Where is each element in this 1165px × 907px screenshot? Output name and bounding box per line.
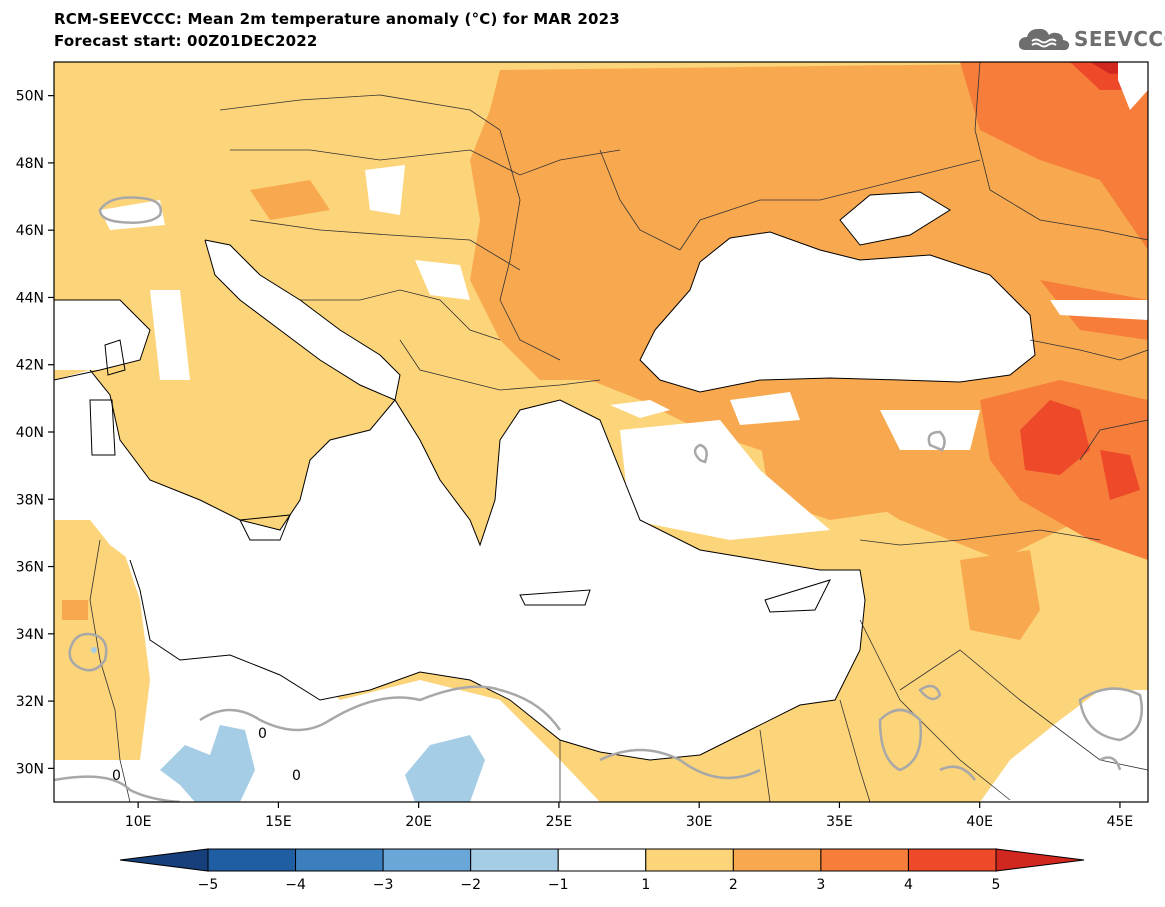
colorbar-segment <box>732 848 822 872</box>
lat-tick-label: 34N <box>16 627 44 643</box>
axis-ticks: 10E 15E 20E 25E 30E 35E 40E 45E 30N 32N 34N 36N 38N 4… <box>16 89 1134 830</box>
sea-mask <box>54 62 1148 760</box>
lon-tick-label: 15E <box>265 814 292 830</box>
colorbar-segment <box>557 848 647 872</box>
lat-tick-label: 36N <box>16 560 44 576</box>
seevccc-logo: SEEVCCC <box>1018 24 1165 54</box>
colorbar-label: 1 <box>641 877 650 893</box>
lon-tick-label: 10E <box>125 814 152 830</box>
colorbar-label: −1 <box>548 877 569 893</box>
colorbar: −5 −4 −3 −2 −1 1 2 3 4 5 <box>119 848 1085 893</box>
map-plot-area: 0 0 0 <box>54 62 1148 802</box>
contour-label: 0 <box>292 768 301 784</box>
lat-tick-label: 38N <box>16 492 44 508</box>
lon-tick-label: 20E <box>405 814 432 830</box>
colorbar-label: −3 <box>373 877 394 893</box>
colorbar-segment <box>295 848 384 872</box>
lat-tick-label: 44N <box>16 290 44 306</box>
contour-labels: 0 0 0 <box>112 726 301 784</box>
cloud-icon <box>1018 28 1070 51</box>
colorbar-label: −2 <box>460 877 481 893</box>
lat-tick-label: 46N <box>16 223 44 239</box>
lon-tick-label: 30E <box>686 814 713 830</box>
colorbar-under-triangle <box>119 848 209 872</box>
lon-tick-label: 35E <box>826 814 853 830</box>
logo-text: SEEVCCC <box>1074 27 1165 51</box>
colorbar-label: −5 <box>198 877 219 893</box>
lon-tick-label: 45E <box>1107 814 1134 830</box>
lon-tick-label: 40E <box>966 814 993 830</box>
lat-tick-label: 30N <box>16 761 44 777</box>
colorbar-label: 4 <box>904 877 913 893</box>
colorbar-label: 5 <box>992 877 1001 893</box>
colorbar-segment <box>470 848 559 872</box>
colorbar-over-triangle <box>995 848 1085 872</box>
lat-tick-label: 42N <box>16 358 44 374</box>
near-normal-areas <box>100 165 1148 540</box>
anomaly-field-minus2-minus1 <box>91 647 485 802</box>
contour-label: 0 <box>112 768 121 784</box>
colorbar-segment <box>645 848 734 872</box>
colorbar-label: 3 <box>816 877 825 893</box>
lon-tick-label: 25E <box>546 814 573 830</box>
colorbar-segment <box>382 848 472 872</box>
map-title: RCM-SEEVCCC: Mean 2m temperature anomaly… <box>54 10 620 28</box>
lat-tick-label: 40N <box>16 425 44 441</box>
lat-tick-label: 32N <box>16 694 44 710</box>
country-borders <box>89 62 1148 802</box>
lat-tick-label: 50N <box>16 89 44 105</box>
zero-contours <box>54 196 1143 802</box>
colorbar-label: 2 <box>729 877 738 893</box>
coastlines <box>54 191 1036 761</box>
contour-label: 0 <box>258 726 267 742</box>
lat-tick-label: 48N <box>16 156 44 172</box>
colorbar-segment <box>907 848 997 872</box>
colorbar-segment <box>820 848 909 872</box>
forecast-start-label: Forecast start: 00Z01DEC2022 <box>54 32 318 50</box>
colorbar-label: −4 <box>285 877 306 893</box>
colorbar-segment <box>207 848 297 872</box>
